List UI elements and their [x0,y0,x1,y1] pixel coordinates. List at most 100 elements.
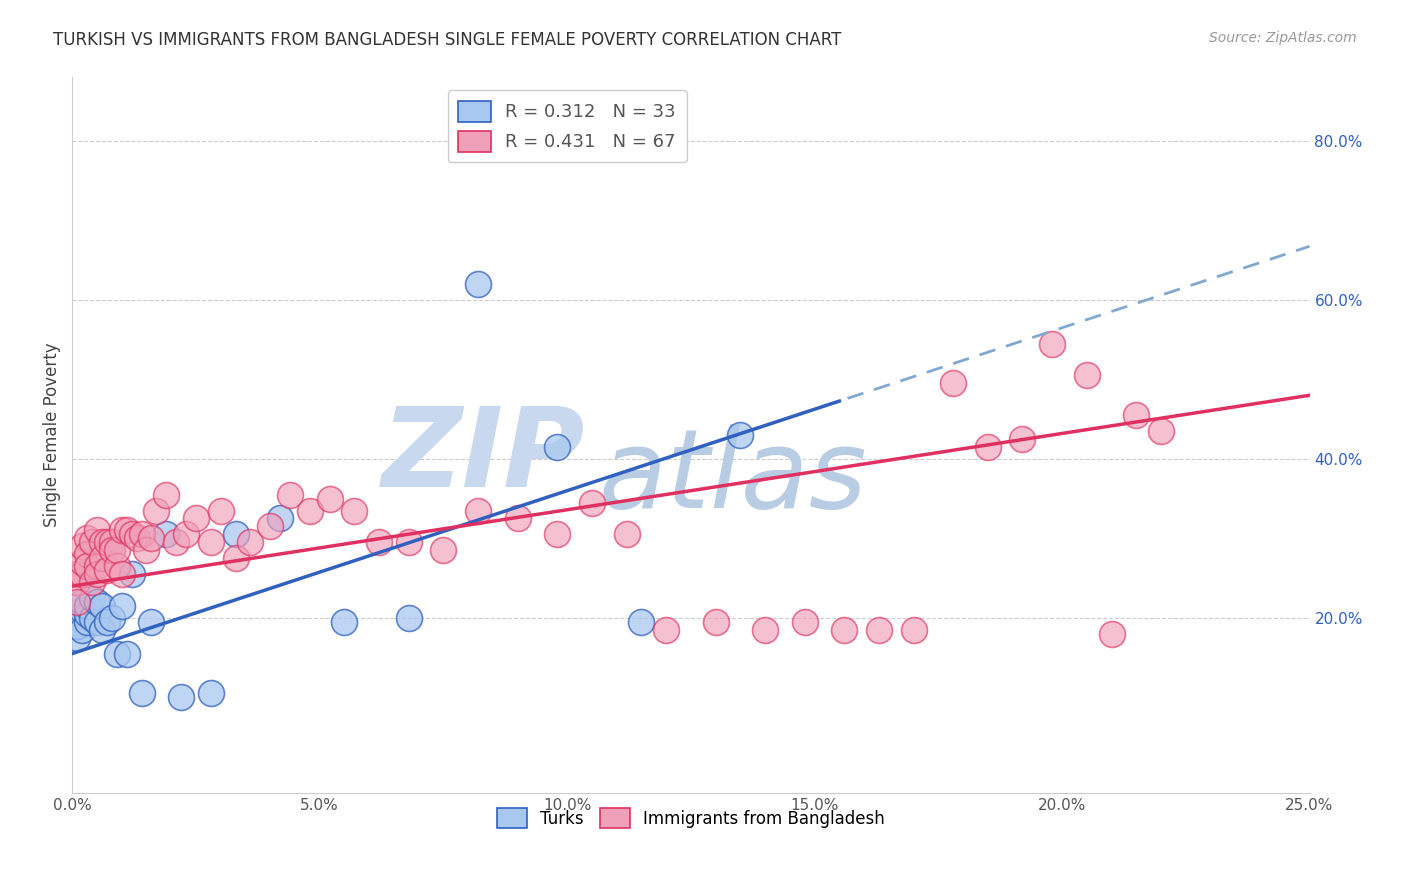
Point [70,595,93,609]
Point [141,615,163,629]
Point [111,567,134,582]
Point [225,551,247,566]
Point [141,532,163,546]
Point [942,376,965,391]
Point [76,615,98,629]
Point [155,488,177,502]
Point [76,532,98,546]
Point [398,611,420,625]
Point [66,567,89,582]
Point [86,567,108,582]
Point [259,519,281,533]
Point [80,591,103,605]
Point [174,527,197,541]
Point [754,623,776,637]
Point [1101,626,1123,640]
Point [125,532,148,546]
Point [170,690,193,705]
Point [269,511,291,525]
Point [1076,368,1098,383]
Point [155,527,177,541]
Point [225,527,247,541]
Point [66,595,89,609]
Point [115,524,138,538]
Point [111,599,134,613]
Point [200,535,222,549]
Point [80,611,103,625]
Point [1040,336,1063,351]
Point [76,599,98,613]
Point [70,539,93,553]
Point [1011,432,1033,446]
Point [630,615,652,629]
Point [105,543,128,558]
Point [655,623,678,637]
Point [80,575,103,590]
Point [111,524,134,538]
Point [66,619,89,633]
Point [546,527,568,541]
Point [209,503,232,517]
Text: Source: ZipAtlas.com: Source: ZipAtlas.com [1209,31,1357,45]
Point [131,686,153,700]
Point [86,559,108,574]
Point [66,575,89,590]
Point [76,607,98,621]
Point [96,535,118,549]
Point [333,615,356,629]
Point [90,535,112,549]
Point [298,503,321,517]
Point [70,555,93,569]
Point [977,440,1000,454]
Point [96,563,118,577]
Point [581,495,603,509]
Point [398,535,420,549]
Text: atlas: atlas [598,425,866,532]
Point [101,535,124,549]
Point [467,277,489,291]
Point [730,428,752,442]
Point [793,615,815,629]
Point [145,503,167,517]
Point [184,511,207,525]
Point [90,599,112,613]
Point [131,527,153,541]
Point [318,491,340,506]
Point [101,611,124,625]
Point [368,535,391,549]
Text: ZIP: ZIP [382,403,586,510]
Point [506,511,529,525]
Point [86,595,108,609]
Legend: Turks, Immigrants from Bangladesh: Turks, Immigrants from Bangladesh [489,802,891,834]
Point [90,623,112,637]
Text: TURKISH VS IMMIGRANTS FROM BANGLADESH SINGLE FEMALE POVERTY CORRELATION CHART: TURKISH VS IMMIGRANTS FROM BANGLADESH SI… [53,31,842,49]
Point [105,559,128,574]
Point [135,543,157,558]
Point [1150,424,1173,438]
Point [80,535,103,549]
Point [76,547,98,561]
Point [1125,408,1147,422]
Point [115,647,138,661]
Point [165,535,187,549]
Point [868,623,890,637]
Point [832,623,855,637]
Point [105,647,128,661]
Point [121,527,143,541]
Point [70,567,93,582]
Point [200,686,222,700]
Point [616,527,638,541]
Point [704,615,727,629]
Point [239,535,262,549]
Point [76,559,98,574]
Point [96,615,118,629]
Point [432,543,454,558]
Point [90,551,112,566]
Point [278,488,301,502]
Point [66,631,89,645]
Point [70,603,93,617]
Point [467,503,489,517]
Point [101,543,124,558]
Point [86,524,108,538]
Point [70,623,93,637]
